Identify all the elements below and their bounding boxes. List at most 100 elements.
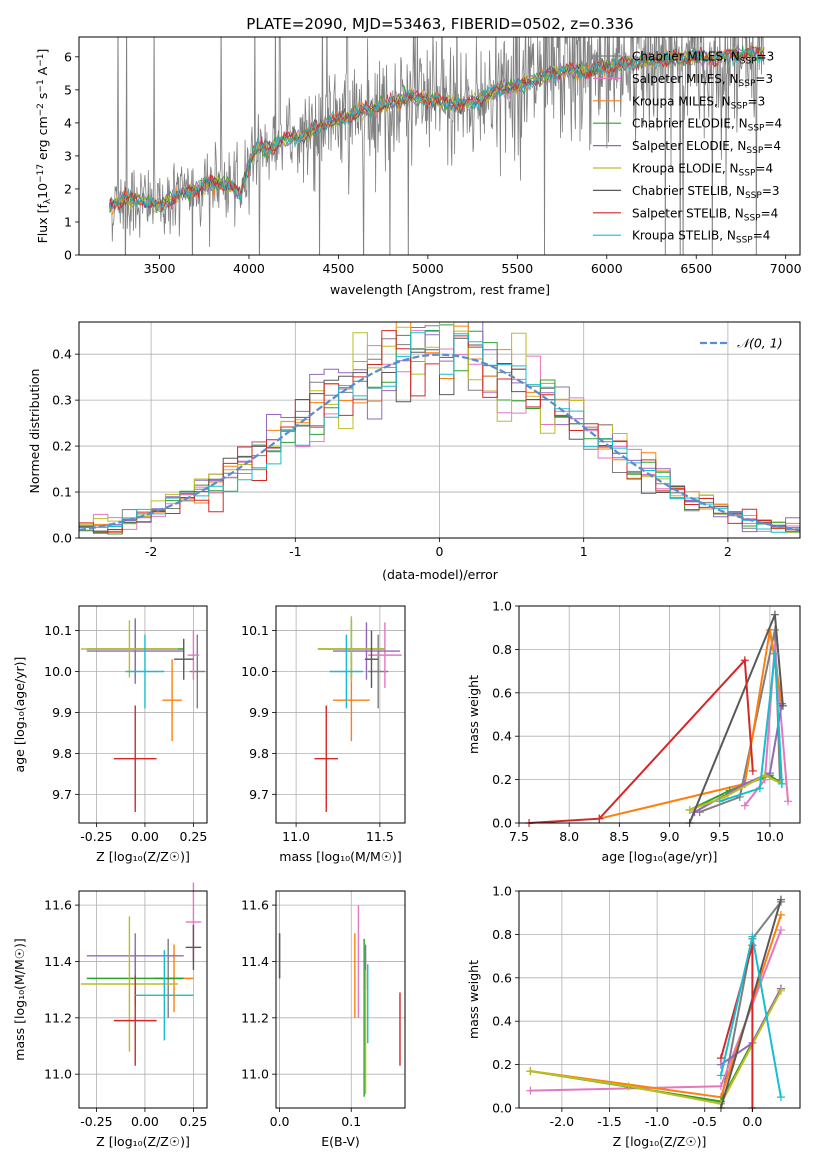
y-tick-label: 9.7 <box>52 787 72 802</box>
x-tick-label: 0.25 <box>180 829 208 844</box>
weight-marker <box>770 610 779 619</box>
x-tick-label: 4500 <box>323 261 355 276</box>
weights_vs_age-panel: 7.5 8.0 8.5 9.0 9.5 10.0 0.0 0.2 0.4 0.6 0.8 1.0 age… <box>466 599 801 864</box>
weight-marker <box>776 895 785 904</box>
y-tick-label: 0.0 <box>492 1101 512 1116</box>
weight-marker <box>776 926 785 935</box>
x-axis-label: E(B-V) <box>321 1134 360 1149</box>
axes-frame <box>78 605 208 824</box>
model-line <box>109 45 765 213</box>
y-tick-label: 11.6 <box>44 898 72 913</box>
x-tick-label: 11.5 <box>366 829 394 844</box>
weight-marker <box>776 986 785 995</box>
y-tick-label: 11.4 <box>241 954 269 969</box>
y-axis-label: age [log₁₀(age/yr)] <box>12 657 27 773</box>
x-tick-label: 0.00 <box>131 1114 159 1129</box>
legend-label: Chabrier STELIB, NSSP=3 <box>632 184 780 201</box>
x-axis-label: (data-model)/error <box>382 567 499 582</box>
x-tick-label: 9.0 <box>660 829 680 844</box>
spectrum-lines <box>109 37 765 255</box>
y-tick-label: 9.8 <box>52 746 72 761</box>
y-tick-label: 0.3 <box>52 393 72 408</box>
legend-label: Salpeter MILES, NSSP=3 <box>632 72 773 89</box>
y-tick-label: 11.6 <box>241 898 269 913</box>
axes-frame <box>518 890 801 1109</box>
y-tick-label: 5 <box>64 82 72 97</box>
x-tick-label: -0.25 <box>80 829 112 844</box>
x-tick-label: -0.5 <box>693 1114 717 1129</box>
legend-label: Kroupa MILES, NSSP=3 <box>632 94 765 111</box>
histogram-step <box>79 322 800 529</box>
x-axis-label: age [log₁₀(age/yr)] <box>602 849 718 864</box>
weight-marker <box>716 1054 725 1063</box>
model-line <box>109 45 765 211</box>
figure-title: PLATE=2090, MJD=53463, FIBERID=0502, z=0… <box>246 15 633 33</box>
x-tick-label: 8.0 <box>559 829 579 844</box>
legend-label: Salpeter ELODIE, NSSP=4 <box>632 139 781 156</box>
weight-marker <box>776 910 785 919</box>
weight-line <box>719 899 782 1109</box>
axes-frame <box>275 890 406 1109</box>
y-axis-label: mass weight <box>466 675 481 754</box>
y-axis-label: mass [log₁₀(M/M☉)] <box>12 938 27 1060</box>
x-tick-label: -2.0 <box>550 1114 574 1129</box>
weight-line <box>528 657 754 824</box>
x-tick-label: 3500 <box>144 261 176 276</box>
y-axis-label: Flux [fλ10−17 erg cm−2 s−1 A−1] <box>35 49 53 244</box>
age_vs_mass-panel: 11.0 11.5 9.7 9.8 9.9 10.0 10.1 mass [log₁₀(M/M… <box>241 605 406 864</box>
legend-label: 𝒩(0, 1) <box>737 336 783 351</box>
x-axis-label: Z [log₁₀(Z/Z☉)] <box>96 1134 190 1149</box>
y-tick-label: 0.1 <box>52 485 72 500</box>
x-tick-label: 5000 <box>412 261 444 276</box>
x-tick-label: -2 <box>145 544 157 559</box>
histograms <box>79 322 800 535</box>
y-tick-label: 0.0 <box>52 531 72 546</box>
weight-line <box>530 990 782 1105</box>
weight-line <box>689 774 783 811</box>
x-tick-label: 10.0 <box>756 829 784 844</box>
weight-marker <box>624 1082 633 1091</box>
weight-marker <box>777 779 786 788</box>
y-tick-label: 10.0 <box>241 664 269 679</box>
weight-marker <box>748 932 757 941</box>
y-axis-label: Normed distribution <box>27 369 42 494</box>
y-tick-label: 11.0 <box>44 1067 72 1082</box>
y-tick-label: 9.9 <box>52 705 72 720</box>
weight-marker <box>685 805 694 814</box>
weight-marker <box>765 769 774 778</box>
axes-frame <box>78 890 208 1109</box>
spectrum-panel: 3500 4000 4500 5000 5500 6000 6500 7000 0 1 2 3 4 5 6 C… <box>35 36 802 297</box>
y-tick-label: 10.1 <box>241 623 269 638</box>
x-tick-label: 5500 <box>501 261 533 276</box>
legend-label: Salpeter STELIB, NSSP=4 <box>632 206 778 223</box>
x-tick-label: 0.1 <box>341 1114 361 1129</box>
x-tick-label: 1 <box>580 544 588 559</box>
axes-frame <box>518 605 801 824</box>
weight-marker <box>740 801 749 810</box>
model-line <box>109 46 765 211</box>
y-tick-label: 9.9 <box>249 705 269 720</box>
x-tick-label: -0.25 <box>80 1114 112 1129</box>
weight-marker <box>748 766 757 775</box>
x-axis-label: Z [log₁₀(Z/Z☉)] <box>96 849 190 864</box>
y-tick-label: 0.6 <box>492 685 512 700</box>
weight-marker <box>715 797 724 806</box>
weight-marker <box>755 784 764 793</box>
y-tick-label: 4 <box>64 115 72 130</box>
y-tick-label: 2 <box>64 181 72 196</box>
axes-frame <box>78 36 801 256</box>
y-tick-label: 1.0 <box>492 884 512 899</box>
legend-label: Chabrier MILES, NSSP=3 <box>632 50 774 67</box>
x-tick-label: 9.5 <box>710 829 730 844</box>
y-tick-label: 0.8 <box>492 642 512 657</box>
weights_vs_Z-panel: -2.0 -1.5 -1.0 -0.5 0.0 0.0 0.2 0.4 0.6 0.8 1.0 Z [… <box>466 884 801 1149</box>
weight-marker <box>778 701 787 710</box>
y-tick-label: 0.4 <box>492 729 512 744</box>
weight-marker <box>740 656 749 665</box>
x-tick-label: -1.0 <box>645 1114 669 1129</box>
axes-frame <box>275 605 406 824</box>
y-tick-label: 1 <box>64 214 72 229</box>
x-tick-label: 2 <box>724 544 732 559</box>
legend-label: Chabrier ELODIE, NSSP=4 <box>632 117 782 134</box>
